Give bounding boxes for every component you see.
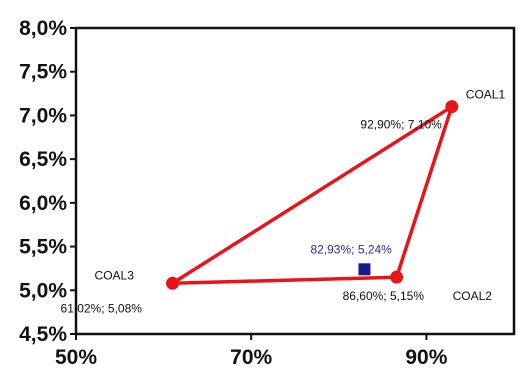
point-value-label: 61,02%; 5,08% xyxy=(61,301,143,315)
x-tick-label: 70% xyxy=(230,346,272,369)
point-labels: 92,90%; 7,10% COAL1 86,60%; 5,15% COAL2 61,0… xyxy=(61,88,506,316)
series xyxy=(166,100,459,290)
y-tick-label: 5,0% xyxy=(19,279,67,302)
point-name-label: COAL1 xyxy=(466,88,506,102)
y-axis: 4,5% 5,0% 5,5% 6,0% 6,5% 7,0% 7,5% 8,0% xyxy=(19,17,76,346)
point-marker-square xyxy=(358,263,371,276)
x-tick-label: 90% xyxy=(405,346,447,369)
point-value-label: 92,90%; 7,10% xyxy=(360,118,442,132)
y-tick-label: 4,5% xyxy=(19,323,67,346)
triangle-outline xyxy=(170,104,454,286)
y-tick-label: 8,0% xyxy=(19,17,67,40)
point-name-label: COAL3 xyxy=(95,268,135,282)
plot-area xyxy=(74,26,516,336)
point-marker-coal3 xyxy=(166,276,180,290)
x-tick-label: 50% xyxy=(55,346,97,369)
point-value-label: 86,60%; 5,15% xyxy=(343,289,425,303)
y-tick-label: 6,5% xyxy=(19,148,67,171)
y-tick-label: 7,5% xyxy=(19,61,67,84)
y-tick-label: 5,5% xyxy=(19,236,67,259)
y-tick-label: 7,0% xyxy=(19,104,67,127)
x-axis: 50% 70% 90% xyxy=(55,334,448,369)
point-marker-coal1 xyxy=(445,100,459,114)
point-marker-coal2 xyxy=(390,270,404,284)
y-tick-label: 6,0% xyxy=(19,192,67,215)
point-name-label: COAL2 xyxy=(453,289,493,303)
point-value-label: 82,93%; 5,24% xyxy=(310,242,392,256)
